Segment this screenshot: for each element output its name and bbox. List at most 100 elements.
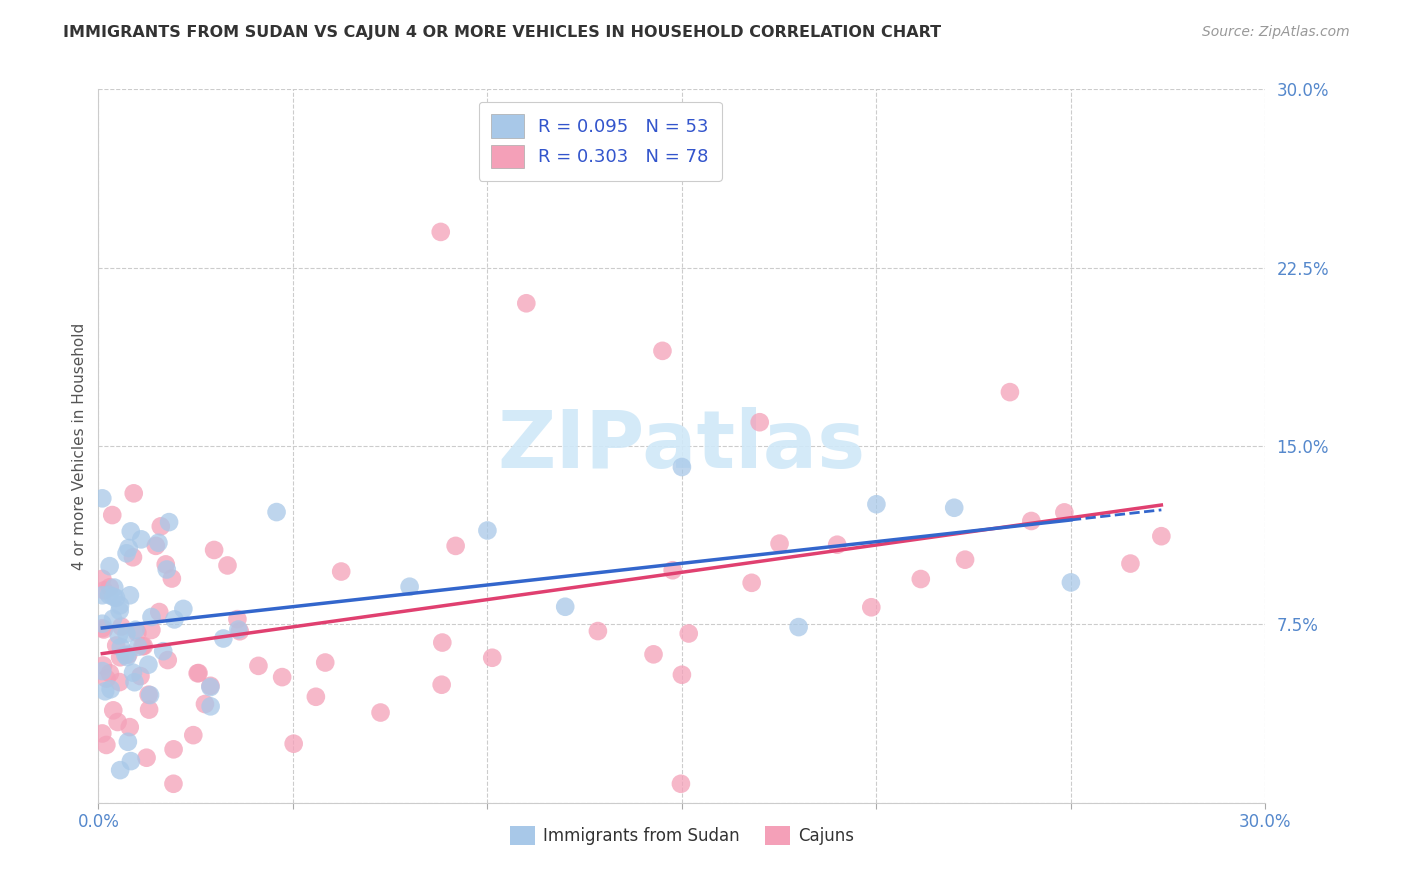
Point (118, 588, 141, 602)
Point (105, 591, 128, 605)
Point (865, 497, 887, 511)
Y-axis label: 4 or more Vehicles in Household: 4 or more Vehicles in Household (72, 322, 87, 570)
Point (103, 590, 125, 604)
Text: Source: ZipAtlas.com: Source: ZipAtlas.com (1202, 25, 1350, 39)
Point (108, 675, 131, 690)
Point (107, 714, 129, 729)
Point (115, 546, 138, 560)
Point (138, 703, 160, 717)
Point (98, 588, 121, 602)
Point (432, 635, 454, 649)
Point (162, 742, 184, 756)
Point (200, 680, 222, 694)
Point (93, 583, 115, 598)
Point (101, 612, 124, 626)
Point (554, 599, 576, 614)
Point (444, 539, 467, 553)
Point (108, 650, 131, 665)
Point (212, 632, 235, 646)
Point (163, 612, 186, 626)
Point (229, 624, 252, 639)
Point (132, 639, 155, 653)
Point (671, 667, 693, 681)
Point (103, 581, 125, 595)
Point (643, 648, 665, 662)
Point (115, 626, 138, 640)
Point (131, 639, 153, 653)
Point (105, 639, 128, 653)
Point (953, 552, 976, 566)
Point (678, 626, 700, 640)
Point (671, 460, 693, 475)
Point (148, 535, 170, 549)
Point (998, 385, 1021, 400)
Point (129, 533, 152, 547)
Text: IMMIGRANTS FROM SUDAN VS CAJUN 4 OR MORE VEHICLES IN HOUSEHOLD CORRELATION CHART: IMMIGRANTS FROM SUDAN VS CAJUN 4 OR MORE… (63, 25, 942, 40)
Point (138, 657, 160, 672)
Point (122, 665, 145, 680)
Point (586, 624, 609, 638)
Point (91, 572, 114, 586)
Point (122, 486, 145, 500)
Point (91, 616, 114, 631)
Point (114, 648, 136, 662)
Point (910, 572, 932, 586)
Point (943, 500, 966, 515)
Point (122, 550, 145, 565)
Point (117, 648, 139, 662)
Point (787, 620, 810, 634)
Point (398, 580, 420, 594)
Point (669, 777, 692, 791)
Point (107, 628, 129, 642)
Point (120, 754, 142, 768)
Point (96, 672, 118, 686)
Point (226, 612, 249, 626)
Point (115, 650, 138, 665)
Point (91, 491, 114, 506)
Point (91, 726, 114, 740)
Point (187, 666, 209, 681)
Point (98, 666, 121, 681)
Point (271, 670, 294, 684)
Point (145, 539, 167, 553)
Point (91, 664, 114, 678)
Point (91, 658, 114, 673)
Legend: Immigrants from Sudan, Cajuns: Immigrants from Sudan, Cajuns (503, 819, 860, 852)
Point (118, 720, 141, 734)
Point (110, 619, 132, 633)
Point (100, 682, 122, 697)
Point (152, 644, 174, 658)
Point (156, 562, 179, 576)
Point (148, 605, 170, 619)
Point (661, 563, 683, 577)
Point (217, 558, 239, 573)
Point (748, 415, 770, 429)
Point (1060, 575, 1083, 590)
Point (108, 763, 131, 777)
Point (127, 625, 149, 640)
Point (93, 623, 115, 637)
Point (247, 658, 270, 673)
Point (283, 737, 305, 751)
Point (187, 666, 209, 681)
Point (172, 602, 194, 616)
Point (157, 515, 180, 529)
Point (135, 750, 157, 764)
Point (825, 538, 848, 552)
Point (149, 519, 172, 533)
Point (141, 610, 163, 624)
Point (162, 777, 184, 791)
Point (91, 588, 114, 602)
Point (266, 505, 288, 519)
Point (228, 623, 250, 637)
Point (110, 640, 132, 655)
Point (194, 697, 217, 711)
Point (101, 508, 124, 522)
Point (141, 623, 163, 637)
Point (314, 656, 336, 670)
Point (129, 669, 152, 683)
Point (155, 558, 177, 572)
Point (156, 653, 179, 667)
Point (98, 559, 121, 574)
Point (108, 604, 131, 618)
